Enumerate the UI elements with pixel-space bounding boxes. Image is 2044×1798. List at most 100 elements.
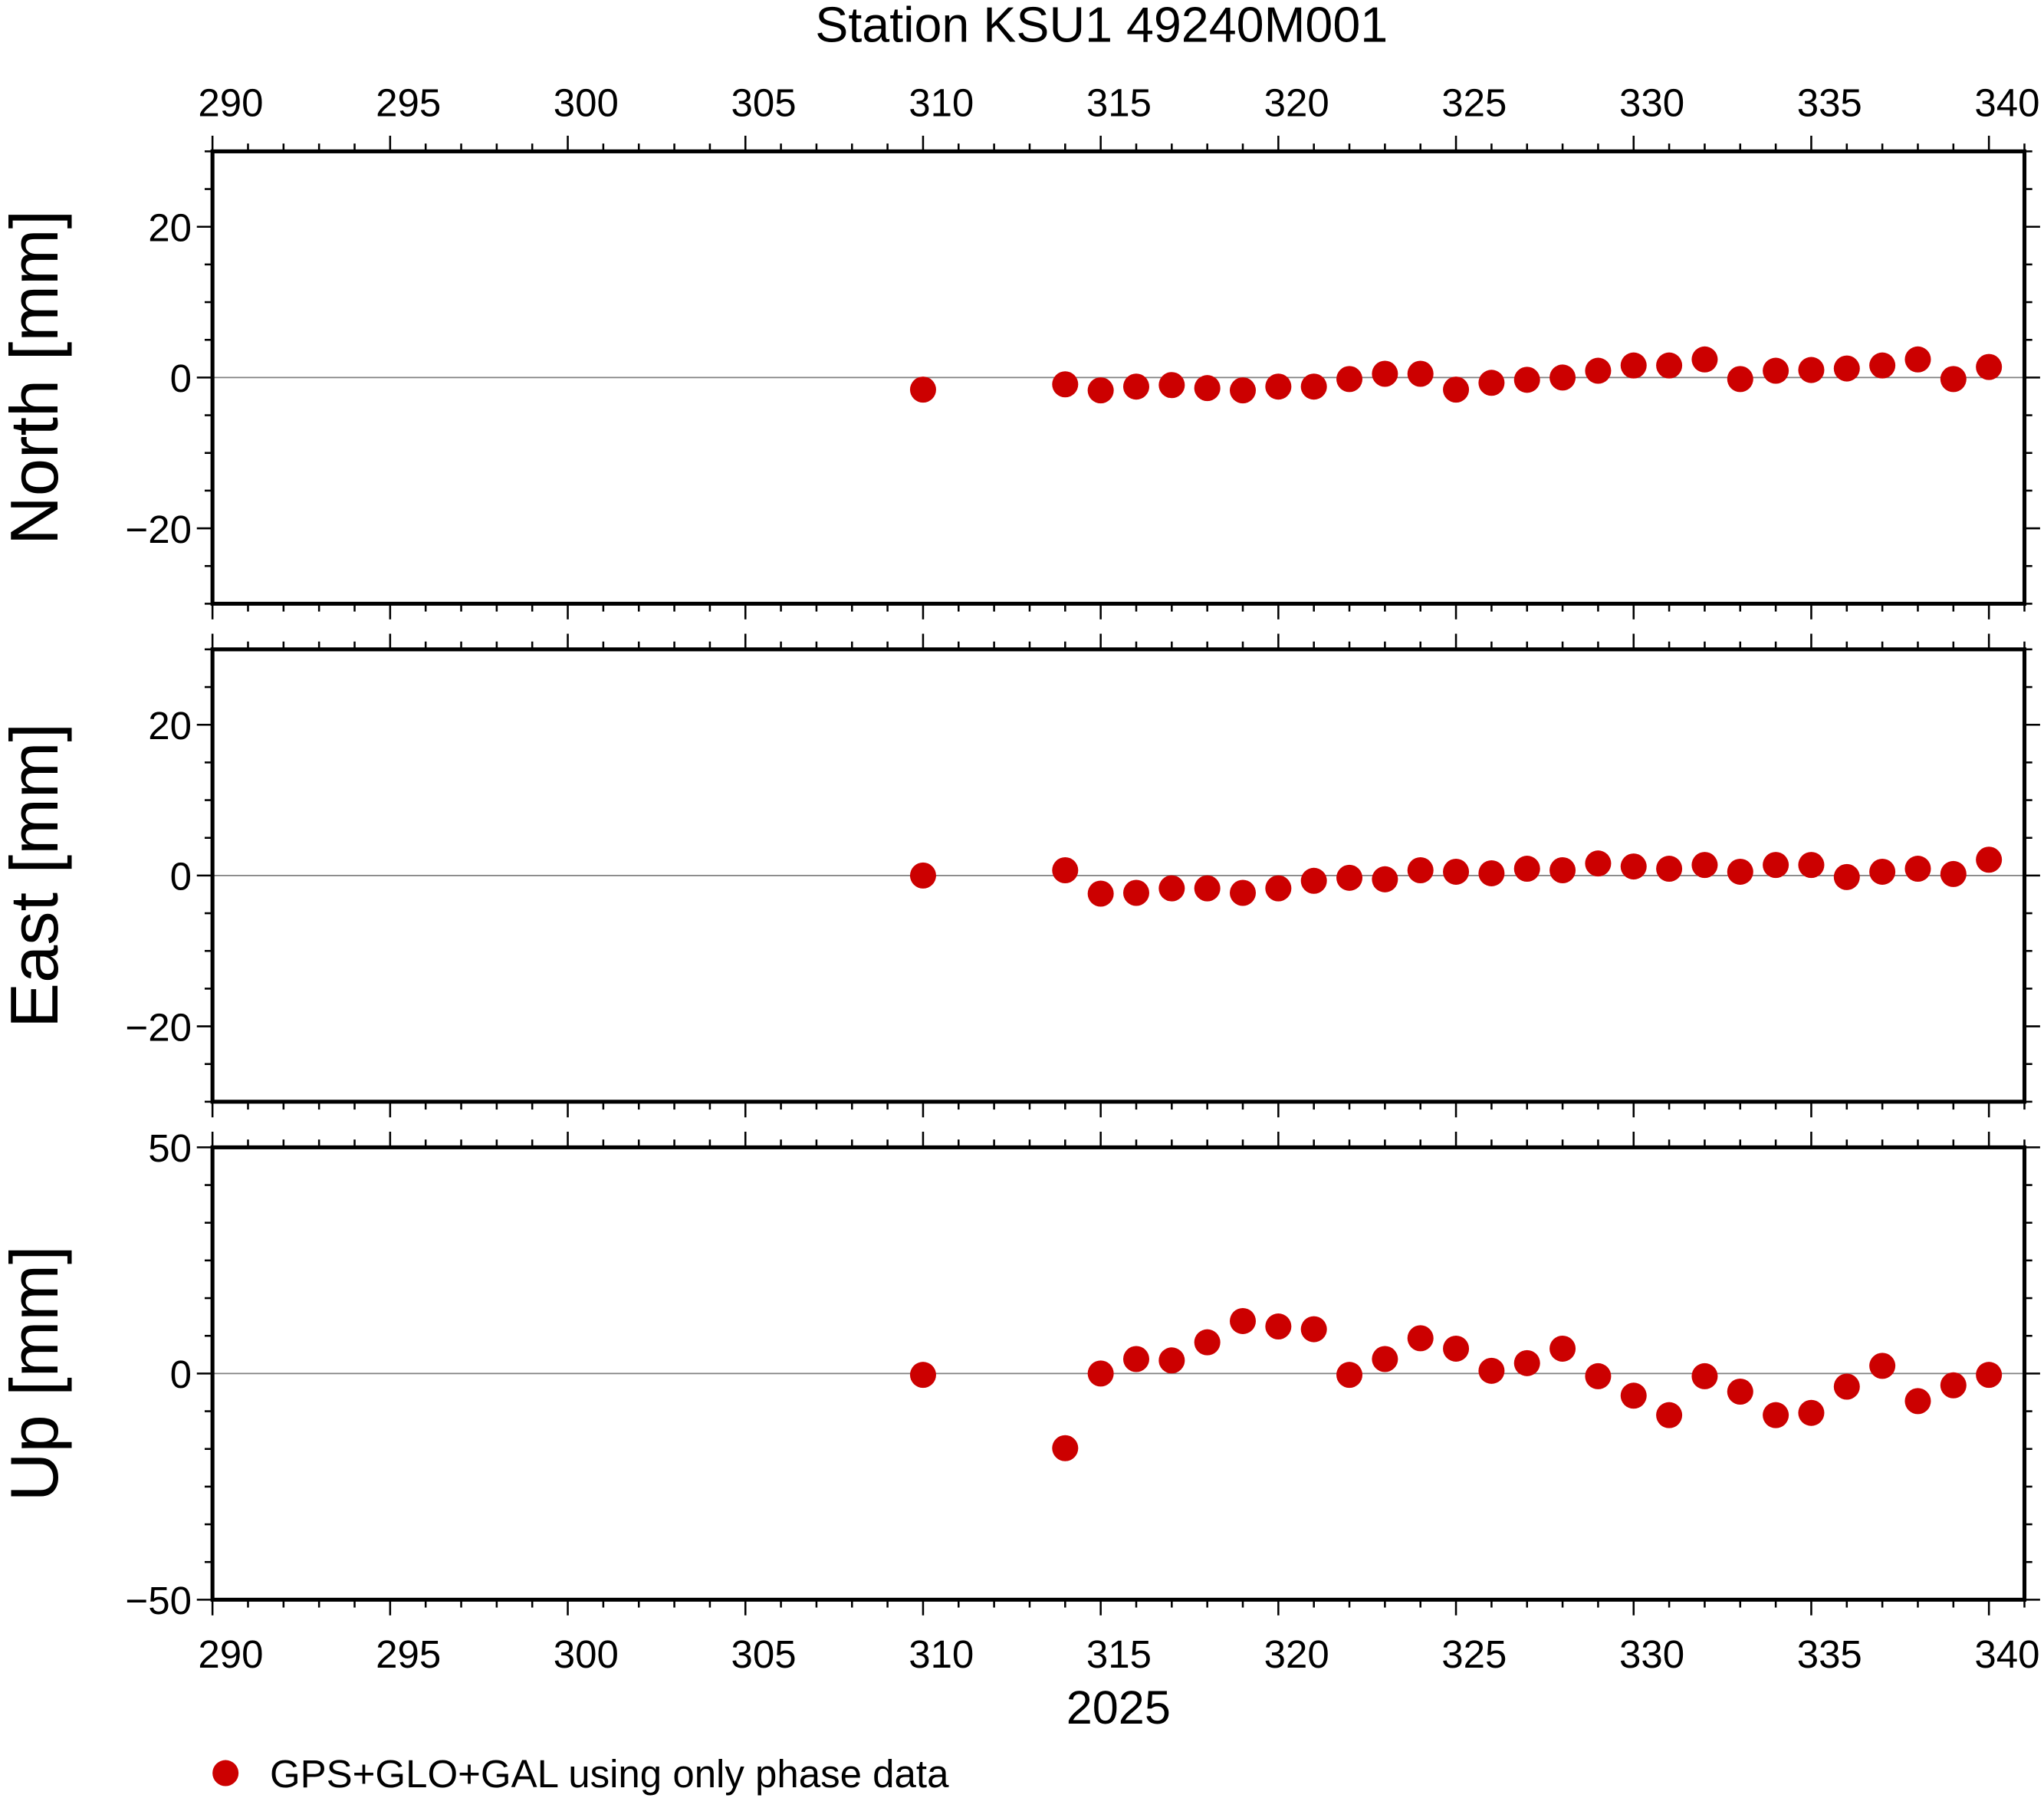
- y-axis-label: Up [mm]: [0, 1245, 72, 1501]
- data-point: [909, 862, 936, 889]
- data-point: [1372, 360, 1398, 387]
- x-tick-label: 310: [909, 1632, 974, 1676]
- data-point: [1300, 867, 1327, 894]
- y-tick-label: 0: [170, 357, 192, 400]
- data-point: [1656, 1402, 1683, 1428]
- data-point: [1585, 357, 1612, 384]
- x-tick-label: 290: [198, 1632, 263, 1676]
- panel-frame: [210, 647, 2027, 1104]
- x-tick-label: 335: [1797, 81, 1862, 124]
- x-tick-label: 295: [376, 1632, 441, 1676]
- data-point: [1194, 1329, 1221, 1356]
- y-tick-label: 50: [148, 1126, 192, 1170]
- data-point: [1691, 852, 1718, 879]
- data-point: [1620, 1382, 1647, 1409]
- data-point: [1265, 1313, 1292, 1340]
- legend-marker: [212, 1760, 239, 1786]
- data-point: [1300, 1316, 1327, 1343]
- data-point: [1976, 1362, 2003, 1389]
- y-tick-label: 20: [148, 704, 192, 748]
- x-tick-label: 340: [1974, 1632, 2039, 1676]
- x-tick-label: 325: [1441, 81, 1507, 124]
- data-point: [1513, 856, 1540, 883]
- y-tick-label: 0: [170, 1353, 192, 1396]
- data-point: [1513, 367, 1540, 393]
- data-point: [1869, 858, 1896, 885]
- data-point: [1833, 863, 1860, 890]
- x-tick-label: 310: [909, 81, 974, 124]
- y-axis-label: North [mm]: [0, 210, 72, 545]
- data-point: [1052, 857, 1079, 884]
- data-point: [1798, 852, 1825, 879]
- data-point: [1407, 360, 1434, 387]
- x-axis-label: 2025: [1066, 1681, 1171, 1734]
- x-tick-label: 295: [376, 81, 441, 124]
- data-point: [1940, 860, 1967, 887]
- data-point: [909, 1362, 936, 1389]
- data-point: [1478, 860, 1505, 886]
- data-point: [1336, 864, 1363, 891]
- chart-title: Station KSU1 49240M001: [815, 0, 1388, 53]
- data-point: [1549, 364, 1576, 391]
- data-point: [909, 376, 936, 403]
- data-point: [1407, 1325, 1434, 1352]
- x-tick-label: 315: [1086, 81, 1152, 124]
- data-point: [1549, 1335, 1576, 1362]
- x-tick-label: 300: [554, 81, 619, 124]
- data-point: [1087, 880, 1114, 907]
- data-point: [1443, 376, 1470, 403]
- data-point: [1122, 1346, 1149, 1372]
- x-tick-label: 320: [1264, 81, 1329, 124]
- data-point: [1620, 853, 1647, 880]
- data-point: [1904, 1388, 1931, 1415]
- x-tick-label: 330: [1619, 1632, 1684, 1676]
- data-point: [1869, 1353, 1896, 1379]
- data-point: [1513, 1349, 1540, 1376]
- data-point: [1087, 377, 1114, 404]
- data-point: [1158, 875, 1185, 902]
- data-point: [1478, 370, 1505, 396]
- data-point: [1372, 1346, 1398, 1372]
- data-point: [1691, 1362, 1718, 1389]
- data-point: [1194, 375, 1221, 402]
- data-point: [1727, 366, 1753, 393]
- y-tick-label: −20: [125, 1005, 192, 1049]
- data-point: [1549, 857, 1576, 884]
- legend-label: GPS+GLO+GAL using only phase data: [270, 1752, 949, 1796]
- y-tick-label: 20: [148, 205, 192, 249]
- data-point: [1230, 1307, 1257, 1334]
- data-point: [1478, 1357, 1505, 1384]
- data-point: [1833, 355, 1860, 382]
- data-point: [1798, 1399, 1825, 1426]
- x-tick-label: 330: [1619, 81, 1684, 124]
- data-point: [1443, 1335, 1470, 1362]
- data-point: [1833, 1373, 1860, 1400]
- data-point: [1656, 856, 1683, 883]
- data-point: [1798, 357, 1825, 383]
- data-point: [1052, 1435, 1079, 1461]
- data-point: [1265, 875, 1292, 902]
- data-point: [1122, 373, 1149, 400]
- data-point: [1372, 866, 1398, 892]
- data-point: [1443, 858, 1470, 885]
- data-point: [1691, 346, 1718, 373]
- data-point: [1585, 850, 1612, 877]
- data-point: [1265, 373, 1292, 400]
- y-tick-label: −50: [125, 1579, 192, 1622]
- x-tick-label: 320: [1264, 1632, 1329, 1676]
- data-point: [1620, 352, 1647, 379]
- data-point: [1763, 852, 1789, 879]
- data-point: [1300, 373, 1327, 400]
- data-point: [1763, 1402, 1789, 1428]
- data-point: [1585, 1362, 1612, 1389]
- data-point: [1976, 353, 2003, 380]
- data-point: [1976, 846, 2003, 873]
- data-point: [1904, 856, 1931, 883]
- x-tick-label: 305: [731, 81, 797, 124]
- data-point: [1122, 879, 1149, 906]
- data-point: [1194, 875, 1221, 902]
- x-tick-label: 315: [1086, 1632, 1152, 1676]
- panel-frame: [210, 149, 2027, 606]
- data-point: [1158, 1347, 1185, 1374]
